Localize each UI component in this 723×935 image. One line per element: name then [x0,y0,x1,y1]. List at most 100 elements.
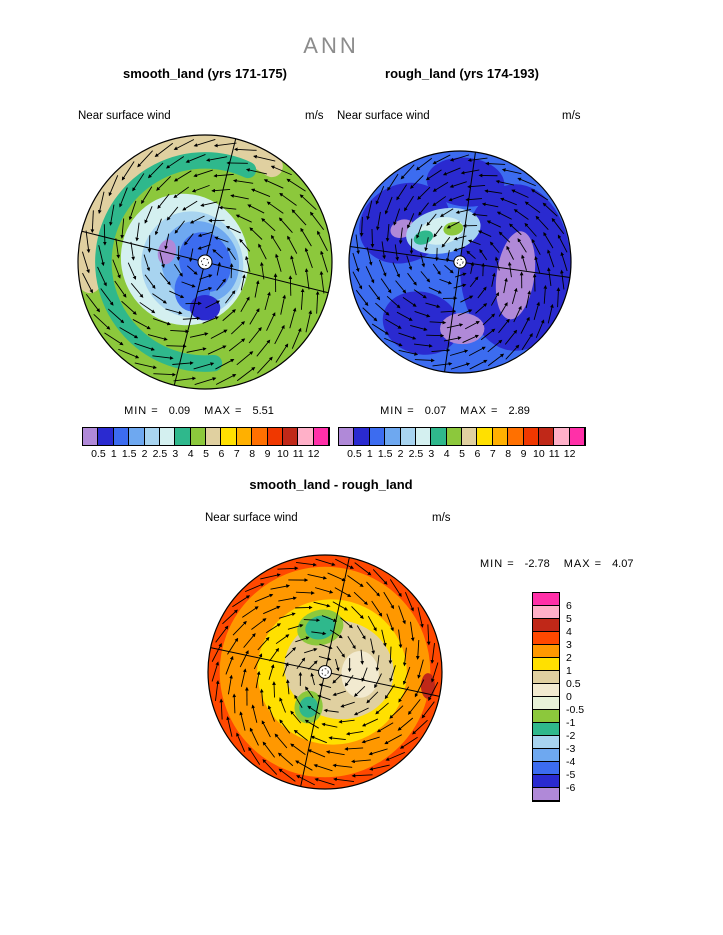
colorbar-cell [354,428,370,445]
colorbar-tick-label: 9 [264,448,271,460]
colorbar-tick-label: 6 [474,448,481,460]
min-value: 0.07 [424,405,447,417]
colorbar-tick-label: 4 [566,626,572,638]
colorbar-tick-label: 0.5 [91,448,106,460]
colorbar-tick-label: -4 [566,756,576,768]
colorbar-cell [159,428,176,445]
colorbar-tick-label: -2 [566,730,576,742]
colorbar-tick-label: 12 [563,448,576,460]
map-boundary [207,554,443,790]
colorbar-cell [236,428,253,445]
colorbar-cell [113,428,130,445]
colorbar-cell [206,428,222,445]
colorbar-tick-label: 7 [233,448,240,460]
vector-arrows-layer [352,154,568,370]
difference-map [204,551,446,793]
colorbar-cell [144,428,160,445]
panel-title-smooth-land: smooth_land (yrs 171-175) [122,66,287,81]
units-label-smooth: m/s [305,110,324,122]
colorbar-cell [533,606,559,619]
min-label: MIN = [380,405,415,417]
colorbar-tick-label: 4 [443,448,450,460]
colorbar-cell [533,723,559,736]
colorbar-tick-label: 2 [397,448,404,460]
colorbar-cell [533,593,559,606]
colorbar-cell [221,428,237,445]
colorbar-tick-label: 1 [366,448,373,460]
colorbar-cell [569,428,585,445]
colorbar-cell [446,428,462,445]
panel-title-rough-land: rough_land (yrs 174-193) [385,66,539,81]
colorbar-tick-label: 5 [566,613,572,625]
colorbar-cell [533,632,559,645]
colorbar-cell [98,428,114,445]
figure-title: ANN [303,33,359,58]
colorbar-tick-label: 1 [110,448,117,460]
stats-rough: MIN = 0.07 MAX = 2.89 [338,405,586,417]
colorbar-tick-label: 2 [566,652,572,664]
colorbar-tick-label: -0.5 [566,704,585,716]
stats-smooth: MIN = 0.09 MAX = 5.51 [82,405,330,417]
colorbar-tick-label: 11 [292,448,304,460]
colorbar-tick-label: 8 [249,448,256,460]
rough-land-polar-plot [348,150,572,374]
colorbar-tick-label: 1.5 [377,448,393,460]
colorbar-cell [554,428,570,445]
colorbar-cell [538,428,555,445]
colorbar-cell [492,428,509,445]
min-label: MIN = [480,558,515,570]
colorbar-tick-label: 5 [203,448,209,460]
colorbar-tick-label: 6 [566,600,572,612]
smooth-land-map [74,131,336,393]
colorbar-tick-label: -1 [566,717,576,729]
colorbar-cell [477,428,493,445]
colorbar-tick-label: 2 [141,448,148,460]
colorbar-cell [533,775,559,788]
map-boundary [77,134,333,390]
colorbar-tick-label: 1 [566,665,572,677]
smooth-land-polar-plot [77,134,333,390]
units-label-rough: m/s [562,110,581,122]
colorbar-tick-label: 10 [277,448,289,460]
smooth-colorbar: 0.5 1 1.5 2 2.5 3 4 5 6 7 8 9 10 11 12 [82,427,330,460]
max-value: 2.89 [508,405,530,417]
colorbar-tick-label: 5 [459,448,465,460]
colorbar-cell [190,428,206,445]
colorbar-tick-label: 1.5 [121,448,137,460]
pole-marker [453,255,467,269]
colorbar-cell [83,428,99,445]
colorbar-cell [385,428,401,445]
colorbar-cell [431,428,447,445]
colorbar-cell [415,428,432,445]
colorbar-tick-label: 0 [566,691,572,703]
colorbar-cell [339,428,355,445]
colorbar-cell [267,428,283,445]
difference-colorbar: 6 5 4 3 2 1 0.5 0 -0.5 -1 -2 -3 -4 -5 -6 [532,592,584,802]
map-boundary [348,150,572,374]
colorbar-cell [400,428,416,445]
vector-arrows-layer [211,558,439,786]
colorbar-cell [129,428,145,445]
variable-label-rough: Near surface wind [337,110,430,122]
colorbar-tick-label: -6 [566,782,576,794]
colorbar-tick-label: 6 [218,448,225,460]
colorbar-tick-label: -5 [566,769,576,781]
variable-label-smooth: Near surface wind [78,110,171,122]
colorbar-cell [298,428,314,445]
colorbar-cell [369,428,386,445]
colorbar-tick-label: 12 [307,448,320,460]
rough-colorbar: 0.5 1 1.5 2 2.5 3 4 5 6 7 8 9 10 11 12 [338,427,586,460]
colorbar-cell [533,619,559,632]
stats-diff: MIN = -2.78 MAX = 4.07 [480,558,647,570]
colorbar-tick-label: 11 [548,448,560,460]
colorbar-cell [533,762,559,775]
colorbar-cell [508,428,524,445]
colorbar-tick-label: 2.5 [152,448,168,460]
colorbar-tick-label: -3 [566,743,576,755]
colorbar-tick-label: 0.5 [566,678,581,690]
pole-marker [197,254,213,270]
colorbar-cell [252,428,268,445]
colorbar-tick-label: 0.5 [347,448,362,460]
max-value: 5.51 [252,405,274,417]
